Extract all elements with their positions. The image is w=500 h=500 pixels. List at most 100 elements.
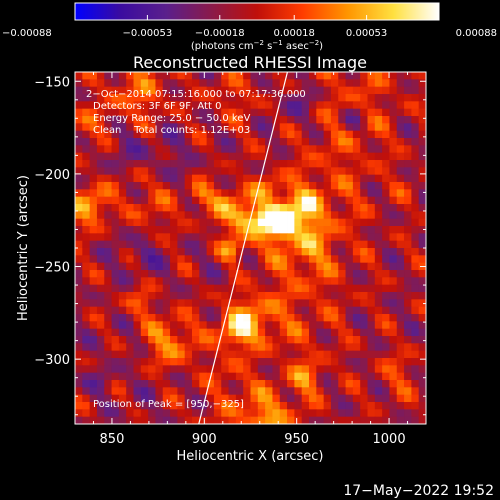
image-pixel [301, 116, 310, 124]
image-pixel [330, 270, 339, 278]
image-pixel [411, 196, 420, 205]
image-pixel [192, 380, 200, 388]
image-pixel [133, 233, 142, 242]
image-pixel [155, 108, 164, 117]
image-pixel [360, 292, 368, 300]
image-pixel [250, 130, 259, 139]
image-pixel [89, 174, 98, 183]
image-pixel [265, 380, 273, 388]
image-pixel [272, 182, 281, 190]
image-pixel [206, 270, 215, 278]
image-pixel [279, 108, 288, 117]
image-pixel [126, 123, 134, 132]
image-pixel [140, 196, 149, 205]
image-pixel [330, 86, 339, 95]
image-pixel [396, 365, 405, 374]
image-pixel [257, 226, 266, 234]
image-pixel [155, 350, 164, 359]
image-pixel [345, 145, 354, 154]
image-pixel [228, 292, 237, 300]
image-pixel [111, 79, 120, 88]
image-pixel [221, 86, 229, 95]
image-pixel [374, 108, 383, 117]
image-pixel [228, 402, 237, 410]
image-pixel [294, 130, 303, 139]
image-pixel [111, 233, 120, 242]
image-pixel [374, 160, 383, 168]
image-pixel [111, 321, 120, 330]
image-pixel [111, 409, 120, 418]
image-pixel [345, 218, 354, 227]
image-pixel [243, 233, 251, 242]
image-pixel [82, 416, 91, 424]
image-pixel [140, 152, 149, 161]
image-pixel [82, 299, 91, 308]
image-pixel [192, 277, 200, 286]
image-pixel [272, 108, 281, 117]
image-pixel [96, 336, 105, 344]
image-pixel [221, 328, 229, 337]
image-pixel [126, 86, 134, 95]
image-pixel [404, 211, 412, 220]
image-pixel [323, 108, 332, 117]
image-pixel [228, 262, 237, 271]
image-pixel [330, 116, 339, 124]
image-pixel [243, 328, 251, 337]
image-pixel [345, 94, 354, 102]
image-pixel [287, 328, 295, 337]
image-pixel [382, 255, 390, 264]
image-pixel [257, 277, 266, 286]
image-pixel [352, 336, 361, 344]
image-pixel [345, 182, 354, 190]
image-pixel [213, 336, 222, 344]
image-pixel [148, 248, 156, 256]
image-pixel [367, 101, 376, 110]
image-pixel [235, 365, 244, 374]
image-pixel [316, 108, 325, 117]
image-pixel [265, 306, 273, 315]
image-pixel [287, 416, 295, 424]
image-pixel [75, 196, 83, 205]
image-pixel [279, 358, 288, 366]
image-pixel [287, 336, 295, 344]
image-pixel [389, 277, 398, 286]
image-pixel [323, 218, 332, 227]
image-pixel [243, 116, 251, 124]
image-pixel [133, 94, 142, 102]
image-pixel [330, 174, 339, 183]
image-pixel [96, 328, 105, 337]
image-pixel [221, 196, 229, 205]
image-pixel [221, 160, 229, 168]
image-pixel [309, 196, 317, 205]
image-pixel [360, 204, 368, 212]
image-pixel [148, 336, 156, 344]
image-pixel [279, 365, 288, 374]
image-pixel [126, 350, 134, 359]
image-pixel [345, 138, 354, 146]
image-pixel [140, 321, 149, 330]
image-pixel [140, 189, 149, 198]
image-pixel [338, 306, 346, 315]
image-pixel [184, 336, 193, 344]
image-pixel [213, 387, 222, 396]
image-pixel [82, 160, 91, 168]
image-pixel [382, 365, 390, 374]
image-pixel [418, 292, 426, 300]
image-pixel [82, 94, 91, 102]
image-pixel [257, 108, 266, 117]
image-pixel [126, 167, 134, 176]
image-pixel [257, 380, 266, 388]
image-pixel [257, 292, 266, 300]
image-pixel [404, 123, 412, 132]
image-pixel [118, 277, 127, 286]
image-pixel [294, 248, 303, 256]
image-pixel [162, 306, 171, 315]
image-pixel [257, 182, 266, 190]
image-pixel [309, 321, 317, 330]
image-pixel [184, 226, 193, 234]
image-pixel [104, 343, 112, 352]
image-pixel [272, 233, 281, 242]
image-pixel [235, 321, 244, 330]
image-pixel [411, 306, 420, 315]
image-pixel [287, 204, 295, 212]
